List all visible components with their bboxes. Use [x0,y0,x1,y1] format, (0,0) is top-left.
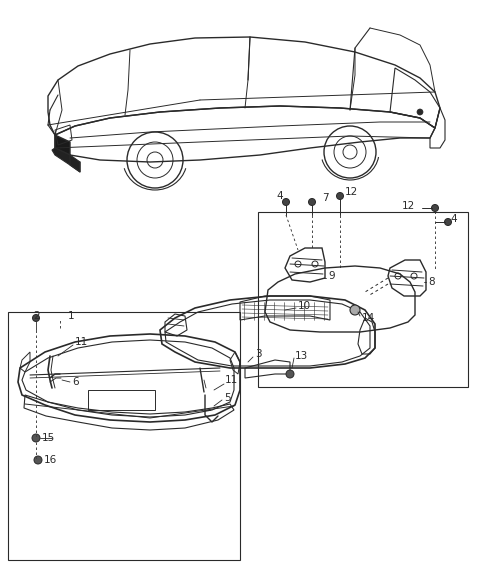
Text: 11: 11 [225,375,238,385]
Text: 12: 12 [402,201,415,211]
Circle shape [283,198,289,205]
Text: 6: 6 [72,377,79,387]
Text: 12: 12 [345,187,358,197]
Circle shape [336,193,344,200]
Text: 4: 4 [276,191,283,201]
Text: 8: 8 [428,277,434,287]
Circle shape [34,456,42,464]
Text: 9: 9 [328,271,335,281]
Text: 7: 7 [322,193,329,203]
Text: 16: 16 [44,455,57,465]
Text: 2: 2 [34,311,40,321]
Text: 1: 1 [68,311,74,321]
Polygon shape [55,135,70,155]
Circle shape [33,314,39,321]
Text: 13: 13 [295,351,308,361]
Text: 15: 15 [42,433,55,443]
Bar [8,312,240,560]
Circle shape [417,109,423,115]
Text: 11: 11 [75,337,88,347]
Circle shape [32,434,40,442]
Text: 5: 5 [224,393,230,403]
Text: 3: 3 [255,349,262,359]
Text: 10: 10 [298,301,311,311]
Circle shape [432,205,439,212]
Circle shape [350,305,360,315]
Text: 14: 14 [362,313,375,323]
Circle shape [309,198,315,205]
Text: 4: 4 [450,214,456,224]
Polygon shape [52,148,80,172]
Circle shape [286,370,294,378]
Circle shape [444,219,452,226]
Bar [258,212,468,387]
